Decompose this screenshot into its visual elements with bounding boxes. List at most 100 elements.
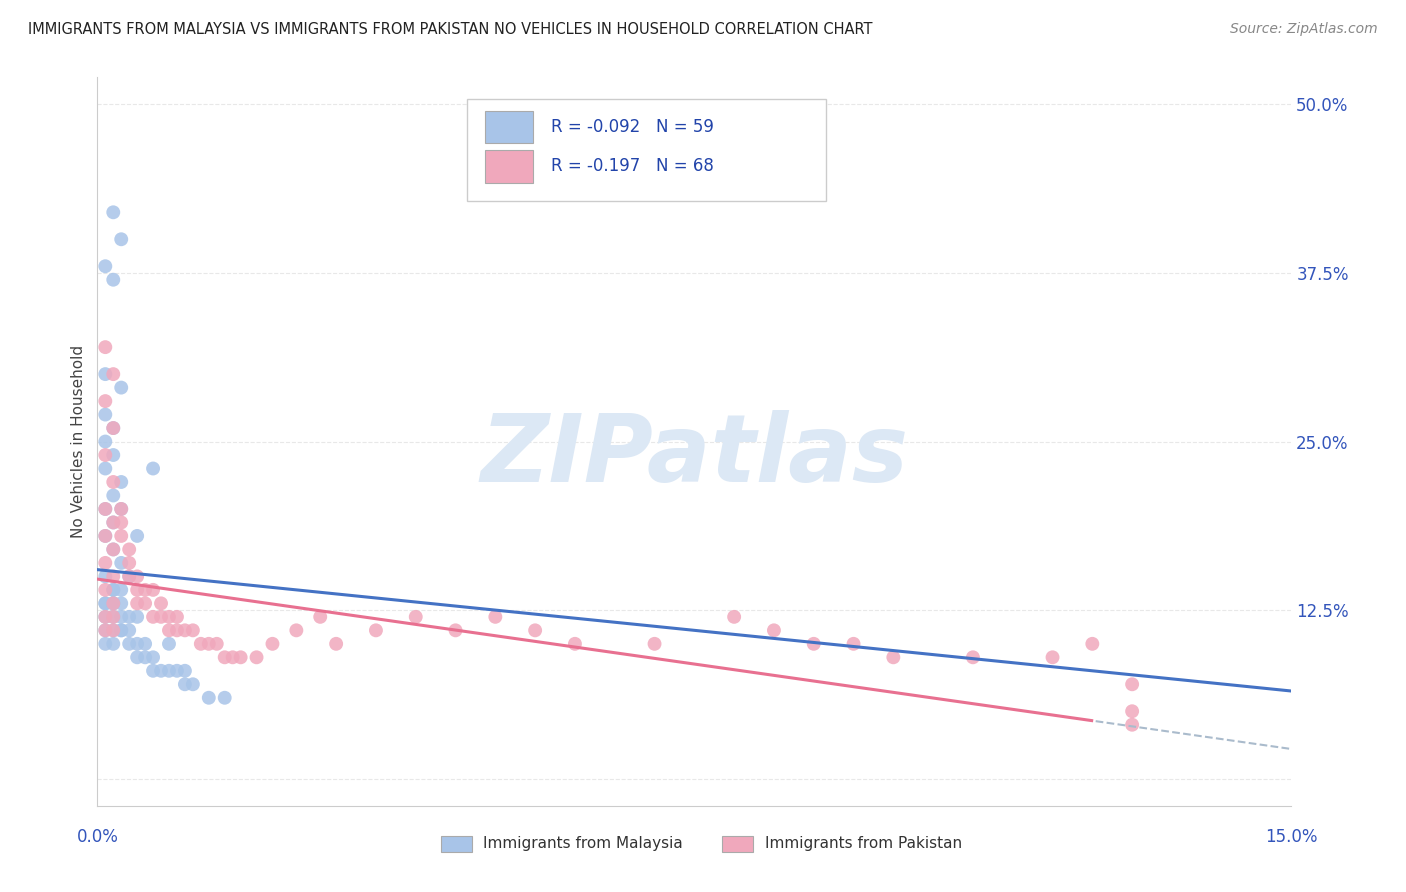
Point: [181, 677, 204, 691]
Point: [197, 690, 219, 705]
Point: [94, 434, 117, 449]
Y-axis label: No Vehicles in Household: No Vehicles in Household: [72, 345, 86, 538]
Point: [118, 542, 141, 557]
Point: [94, 502, 117, 516]
Point: [103, 569, 125, 583]
Point: [103, 610, 125, 624]
Point: [94, 529, 117, 543]
Point: [723, 610, 745, 624]
Point: [94, 367, 117, 381]
Point: [94, 529, 117, 543]
Point: [214, 650, 236, 665]
Point: [110, 475, 132, 489]
Point: [1121, 717, 1143, 731]
Point: [484, 610, 506, 624]
Point: [405, 610, 427, 624]
Point: [118, 637, 141, 651]
Point: [103, 596, 125, 610]
Text: 15.0%: 15.0%: [1265, 828, 1317, 846]
Point: [1121, 704, 1143, 718]
Point: [134, 637, 156, 651]
Point: [157, 637, 180, 651]
Point: [444, 624, 467, 638]
Point: [103, 475, 125, 489]
Point: [142, 582, 165, 597]
Point: [309, 610, 332, 624]
Point: [962, 650, 984, 665]
Point: [364, 624, 387, 638]
Point: [127, 637, 149, 651]
Point: [181, 624, 204, 638]
Point: [214, 690, 236, 705]
Point: [103, 582, 125, 597]
FancyBboxPatch shape: [485, 150, 533, 183]
Point: [103, 205, 125, 219]
Point: [103, 542, 125, 557]
Point: [94, 502, 117, 516]
Point: [103, 421, 125, 435]
Point: [94, 624, 117, 638]
Point: [94, 408, 117, 422]
Point: [157, 610, 180, 624]
Point: [94, 259, 117, 273]
Point: [221, 650, 243, 665]
Point: [118, 624, 141, 638]
Point: [94, 610, 117, 624]
Point: [110, 502, 132, 516]
Point: [94, 461, 117, 475]
Point: [103, 582, 125, 597]
Point: [762, 624, 785, 638]
Point: [110, 381, 132, 395]
Text: 0.0%: 0.0%: [76, 828, 118, 846]
Text: R = -0.197   N = 68: R = -0.197 N = 68: [551, 157, 714, 176]
Point: [524, 624, 547, 638]
Point: [190, 637, 212, 651]
Point: [103, 624, 125, 638]
Point: [166, 664, 188, 678]
Point: [110, 596, 132, 610]
Point: [803, 637, 825, 651]
Point: [94, 569, 117, 583]
Point: [110, 232, 132, 246]
Point: [142, 610, 165, 624]
Point: [94, 394, 117, 409]
Point: [174, 624, 197, 638]
Point: [127, 569, 149, 583]
Point: [285, 624, 308, 638]
Point: [127, 650, 149, 665]
Point: [110, 624, 132, 638]
Point: [134, 582, 156, 597]
Point: [118, 610, 141, 624]
Point: [229, 650, 252, 665]
Point: [134, 650, 156, 665]
Point: [174, 664, 197, 678]
Point: [103, 542, 125, 557]
Point: [205, 637, 228, 651]
Point: [842, 637, 865, 651]
Point: [103, 421, 125, 435]
Point: [644, 637, 666, 651]
Point: [103, 516, 125, 530]
Point: [134, 596, 156, 610]
Point: [94, 596, 117, 610]
Point: [127, 596, 149, 610]
Point: [110, 502, 132, 516]
Point: [94, 582, 117, 597]
Point: [1081, 637, 1104, 651]
Text: Immigrants from Pakistan: Immigrants from Pakistan: [765, 837, 962, 852]
Point: [118, 569, 141, 583]
FancyBboxPatch shape: [485, 111, 533, 144]
Point: [1042, 650, 1064, 665]
FancyBboxPatch shape: [467, 99, 825, 202]
Text: R = -0.092   N = 59: R = -0.092 N = 59: [551, 118, 714, 136]
Point: [1121, 677, 1143, 691]
Point: [110, 582, 132, 597]
Point: [103, 516, 125, 530]
Point: [94, 448, 117, 462]
Point: [174, 677, 197, 691]
Point: [118, 569, 141, 583]
Point: [110, 529, 132, 543]
Point: [150, 596, 173, 610]
Point: [127, 610, 149, 624]
Point: [103, 273, 125, 287]
